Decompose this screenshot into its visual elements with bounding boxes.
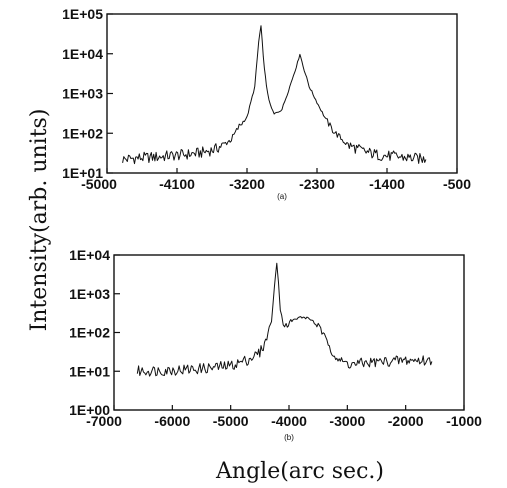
panel-label: (b) bbox=[284, 433, 294, 442]
data-series-line bbox=[122, 25, 427, 165]
x-tick-label: -7000 bbox=[86, 413, 122, 429]
panel-b: 1E+00 1E+01 1E+02 1E+03 1E+04 -7000 -6000 -5000… bbox=[69, 247, 482, 442]
y-tick-label: 1E+03 bbox=[69, 286, 110, 302]
x-tick-label: -1400 bbox=[369, 176, 405, 192]
x-tick-label: -6000 bbox=[154, 413, 190, 429]
y-tick-label: 1E+04 bbox=[62, 46, 103, 62]
x-tick-label: -1000 bbox=[446, 413, 482, 429]
plot-frame bbox=[113, 254, 465, 411]
x-tick-label: -500 bbox=[443, 176, 471, 192]
y-tick-label: 1E+00 bbox=[69, 402, 110, 418]
y-tick-label: 1E+04 bbox=[69, 247, 110, 263]
x-tick-label: -4100 bbox=[159, 176, 195, 192]
y-tick-label: 1E+02 bbox=[69, 325, 110, 341]
x-tick-label: -4000 bbox=[271, 413, 307, 429]
x-tick-label: -3000 bbox=[329, 413, 365, 429]
x-axis-label: Angle(arc sec.) bbox=[215, 459, 384, 484]
y-tick-label: 1E+02 bbox=[62, 125, 103, 141]
x-tick-label: -3200 bbox=[229, 176, 265, 192]
x-tick-label: -2000 bbox=[388, 413, 424, 429]
plot-frame bbox=[106, 13, 458, 174]
y-tick-label: 1E+01 bbox=[62, 165, 103, 181]
y-tick-label: 1E+01 bbox=[69, 363, 110, 379]
data-series-line bbox=[136, 262, 433, 377]
x-tick-label: -5000 bbox=[81, 176, 117, 192]
y-axis-label: Intensity(arb. units) bbox=[27, 109, 52, 332]
panel-label: (a) bbox=[277, 192, 287, 201]
x-tick-label: -2300 bbox=[299, 176, 335, 192]
y-tick-label: 1E+05 bbox=[62, 6, 103, 22]
x-tick-label: -5000 bbox=[213, 413, 249, 429]
y-tick-label: 1E+03 bbox=[62, 86, 103, 102]
panel-a: 1E+01 1E+02 1E+03 1E+04 1E+05 -5000 -4100 -3200… bbox=[62, 6, 471, 201]
